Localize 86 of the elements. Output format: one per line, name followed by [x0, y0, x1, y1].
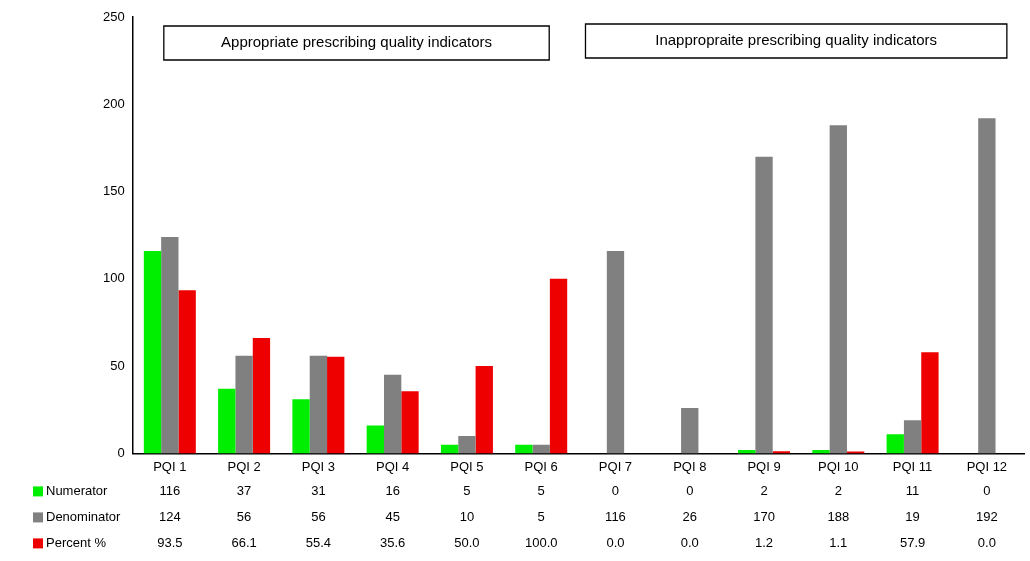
bar — [383, 374, 402, 454]
annotation: Inappropraite prescribing quality indicators — [655, 31, 938, 49]
x-tick-label: PQI 2 — [227, 458, 261, 474]
y-tick-label: 200 — [102, 95, 125, 111]
x-tick-label: PQI 3 — [301, 458, 335, 474]
bar — [886, 434, 904, 454]
bar — [161, 236, 179, 454]
bar — [903, 420, 922, 454]
x-tick-label: PQI 9 — [747, 458, 781, 474]
data-label: 124 — [158, 508, 181, 524]
y-tick-label: 250 — [102, 8, 125, 24]
bar — [772, 451, 791, 454]
data-label: 100.0 — [524, 534, 558, 550]
data-label: 93.5 — [157, 534, 183, 550]
data-label: 19 — [905, 508, 920, 524]
data-label: 0.0 — [606, 534, 625, 550]
bar — [606, 250, 625, 454]
y-tick-label: 0 — [117, 444, 125, 460]
bar — [218, 388, 236, 454]
bar — [143, 250, 162, 454]
x-tick-label: PQI 10 — [818, 458, 859, 474]
data-label: 116 — [159, 482, 181, 498]
bar — [515, 444, 533, 454]
data-label: 1.1 — [829, 534, 848, 550]
bar — [309, 355, 328, 454]
bar — [829, 125, 847, 454]
bar — [401, 391, 419, 454]
y-tick-label: 50 — [110, 357, 125, 373]
y-tick-label: 150 — [102, 183, 125, 199]
bar — [549, 278, 568, 454]
x-tick-label: PQI 6 — [524, 458, 558, 474]
data-label: 55.4 — [305, 534, 332, 550]
data-label: 37 — [236, 482, 252, 498]
data-label: 2 — [760, 482, 768, 498]
data-label: 16 — [385, 482, 400, 498]
data-label: 0 — [611, 482, 620, 498]
x-tick-label: PQI 5 — [450, 458, 484, 474]
legend-label: Percent % — [46, 534, 107, 550]
bar — [532, 444, 550, 454]
data-label: 35.6 — [380, 534, 406, 550]
bar — [475, 366, 493, 454]
data-label: 1.2 — [755, 534, 774, 550]
data-label: 50.0 — [454, 534, 480, 550]
bar — [978, 118, 996, 454]
data-label: 116 — [605, 508, 626, 524]
data-label: 56 — [236, 508, 252, 524]
legend-label: Denominator — [46, 508, 122, 524]
data-label: 10 — [459, 508, 475, 524]
bar — [921, 352, 939, 454]
data-label: 45 — [385, 508, 400, 524]
x-tick-label: PQI 4 — [376, 458, 410, 474]
data-label: 2 — [834, 482, 842, 498]
data-label: 0.0 — [680, 534, 699, 550]
bar — [458, 435, 476, 454]
data-label: 192 — [976, 508, 998, 524]
data-label: 170 — [753, 508, 775, 524]
data-label: 31 — [311, 482, 326, 498]
bar — [366, 425, 384, 454]
data-label: 0 — [983, 482, 991, 498]
data-label: 5 — [537, 508, 545, 524]
bar — [178, 290, 196, 454]
x-tick-label: PQI 11 — [892, 458, 933, 474]
data-label: 56 — [311, 508, 326, 524]
annotation: Appropriate prescribing quality indicators — [221, 33, 493, 51]
bar — [440, 444, 459, 454]
legend-label: Numerator — [46, 482, 109, 498]
data-label: 188 — [827, 508, 850, 524]
data-label: 5 — [537, 482, 545, 498]
data-label: 0.0 — [977, 534, 996, 550]
data-label: 0 — [686, 482, 694, 498]
bar — [681, 408, 699, 454]
bar — [292, 399, 310, 454]
x-tick-label: PQI 1 — [153, 458, 187, 474]
data-label: 57.9 — [899, 534, 926, 550]
y-tick-label: 100 — [102, 270, 125, 286]
data-label: 11 — [905, 482, 920, 498]
x-tick-label: PQI 7 — [598, 458, 633, 474]
x-tick-label: PQI 12 — [966, 458, 1008, 474]
bar — [755, 156, 773, 454]
data-label: 66.1 — [231, 534, 257, 550]
x-tick-label: PQI 8 — [673, 458, 707, 474]
data-label: 26 — [682, 508, 697, 524]
data-label: 5 — [463, 482, 471, 498]
bar — [235, 355, 253, 454]
bar — [252, 338, 271, 454]
bar — [327, 356, 345, 454]
